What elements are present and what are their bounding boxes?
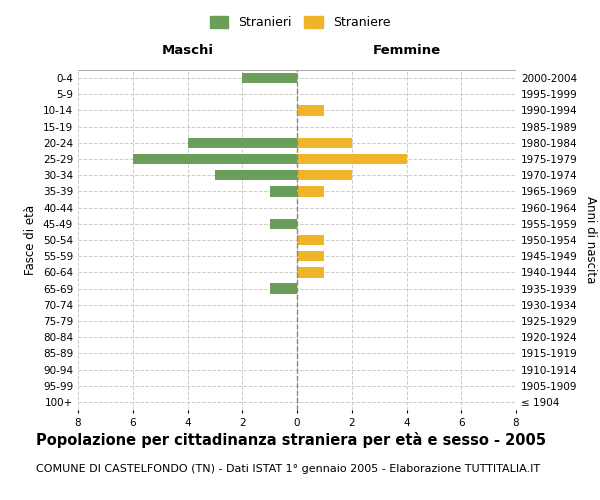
Bar [297, 170, 352, 180]
Bar [297, 251, 325, 262]
Text: Maschi: Maschi [161, 44, 214, 57]
Bar [297, 138, 352, 148]
Legend: Stranieri, Straniere: Stranieri, Straniere [205, 11, 395, 34]
Bar [297, 105, 325, 116]
Bar [269, 186, 297, 196]
Bar [133, 154, 297, 164]
Bar [269, 218, 297, 229]
Y-axis label: Anni di nascita: Anni di nascita [584, 196, 597, 284]
Text: Femmine: Femmine [373, 44, 440, 57]
Text: Popolazione per cittadinanza straniera per età e sesso - 2005: Popolazione per cittadinanza straniera p… [36, 432, 546, 448]
Bar [297, 186, 325, 196]
Bar [242, 73, 297, 84]
Text: COMUNE DI CASTELFONDO (TN) - Dati ISTAT 1° gennaio 2005 - Elaborazione TUTTITALI: COMUNE DI CASTELFONDO (TN) - Dati ISTAT … [36, 464, 540, 474]
Bar [297, 154, 407, 164]
Y-axis label: Fasce di età: Fasce di età [25, 205, 37, 275]
Bar [215, 170, 297, 180]
Bar [297, 234, 325, 246]
Bar [297, 267, 325, 278]
Bar [188, 138, 297, 148]
Bar [269, 284, 297, 294]
